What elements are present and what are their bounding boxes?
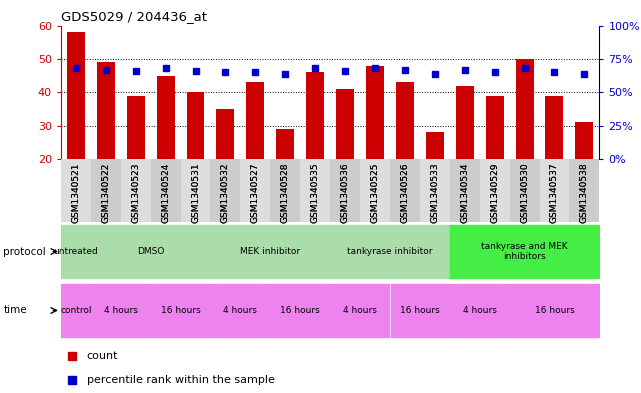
Text: GSM1340531: GSM1340531 [191, 162, 200, 223]
Bar [360, 159, 390, 222]
Text: GSM1340525: GSM1340525 [370, 162, 379, 223]
Text: GSM1340522: GSM1340522 [101, 162, 110, 223]
Bar [276, 129, 294, 159]
Text: GSM1340522: GSM1340522 [101, 162, 110, 223]
Bar [240, 159, 271, 222]
Bar [479, 159, 510, 222]
Bar [396, 82, 414, 159]
Bar [545, 95, 563, 159]
Text: GSM1340521: GSM1340521 [71, 162, 80, 223]
Text: GSM1340528: GSM1340528 [281, 162, 290, 223]
Text: 16 hours: 16 hours [161, 306, 201, 315]
Text: control: control [60, 306, 92, 315]
Bar [456, 86, 474, 159]
Text: GSM1340535: GSM1340535 [311, 162, 320, 223]
Text: untreated: untreated [53, 247, 98, 256]
Bar [569, 159, 599, 222]
Bar [515, 59, 533, 159]
Text: GSM1340538: GSM1340538 [580, 162, 589, 223]
Bar [426, 132, 444, 159]
Bar [151, 159, 181, 222]
Text: GSM1340532: GSM1340532 [221, 162, 230, 223]
Bar [420, 159, 450, 222]
Text: GSM1340536: GSM1340536 [340, 162, 349, 223]
Bar [540, 159, 569, 222]
Text: GSM1340530: GSM1340530 [520, 162, 529, 223]
Text: GSM1340531: GSM1340531 [191, 162, 200, 223]
Text: GSM1340525: GSM1340525 [370, 162, 379, 223]
Bar [300, 159, 330, 222]
Bar [181, 159, 210, 222]
Text: GSM1340537: GSM1340537 [550, 162, 559, 223]
Text: protocol: protocol [3, 246, 46, 257]
Text: GSM1340529: GSM1340529 [490, 162, 499, 223]
Bar [486, 95, 504, 159]
Bar [156, 75, 174, 159]
Text: time: time [3, 305, 27, 316]
Text: 16 hours: 16 hours [400, 306, 440, 315]
Text: GSM1340521: GSM1340521 [71, 162, 80, 223]
Text: 4 hours: 4 hours [224, 306, 257, 315]
Text: GSM1340528: GSM1340528 [281, 162, 290, 223]
Bar [217, 109, 235, 159]
Text: GSM1340524: GSM1340524 [161, 162, 170, 223]
Text: GSM1340530: GSM1340530 [520, 162, 529, 223]
Bar [210, 159, 240, 222]
Text: tankyrase and MEK
inhibitors: tankyrase and MEK inhibitors [481, 242, 568, 261]
Bar [91, 159, 121, 222]
Bar [510, 159, 540, 222]
Text: GSM1340534: GSM1340534 [460, 162, 469, 223]
Text: GSM1340527: GSM1340527 [251, 162, 260, 223]
Text: GSM1340523: GSM1340523 [131, 162, 140, 223]
Bar [271, 159, 300, 222]
Text: GSM1340523: GSM1340523 [131, 162, 140, 223]
Text: GDS5029 / 204436_at: GDS5029 / 204436_at [61, 10, 207, 23]
Text: GSM1340538: GSM1340538 [580, 162, 589, 223]
Bar [127, 95, 145, 159]
Text: GSM1340533: GSM1340533 [430, 162, 439, 223]
Bar [246, 82, 264, 159]
Text: 4 hours: 4 hours [343, 306, 377, 315]
Bar [306, 72, 324, 159]
Bar [366, 66, 384, 159]
Text: GSM1340529: GSM1340529 [490, 162, 499, 223]
Text: DMSO: DMSO [137, 247, 164, 256]
Text: GSM1340533: GSM1340533 [430, 162, 439, 223]
Bar [336, 89, 354, 159]
Text: 4 hours: 4 hours [463, 306, 497, 315]
Bar [576, 122, 594, 159]
Bar [187, 92, 204, 159]
Text: GSM1340526: GSM1340526 [401, 162, 410, 223]
Text: GSM1340527: GSM1340527 [251, 162, 260, 223]
Text: GSM1340536: GSM1340536 [340, 162, 349, 223]
Text: GSM1340537: GSM1340537 [550, 162, 559, 223]
Text: GSM1340526: GSM1340526 [401, 162, 410, 223]
Bar [121, 159, 151, 222]
Bar [450, 159, 479, 222]
Text: 16 hours: 16 hours [280, 306, 320, 315]
Text: GSM1340532: GSM1340532 [221, 162, 230, 223]
Text: tankyrase inhibitor: tankyrase inhibitor [347, 247, 433, 256]
Bar [61, 159, 91, 222]
Bar [67, 32, 85, 159]
Bar [330, 159, 360, 222]
Text: GSM1340534: GSM1340534 [460, 162, 469, 223]
Bar [390, 159, 420, 222]
Text: GSM1340535: GSM1340535 [311, 162, 320, 223]
Text: GSM1340524: GSM1340524 [161, 162, 170, 223]
Text: percentile rank within the sample: percentile rank within the sample [87, 375, 274, 385]
Text: 4 hours: 4 hours [104, 306, 138, 315]
Text: MEK inhibitor: MEK inhibitor [240, 247, 301, 256]
Bar [97, 62, 115, 159]
Text: 16 hours: 16 hours [535, 306, 574, 315]
Text: count: count [87, 351, 118, 361]
